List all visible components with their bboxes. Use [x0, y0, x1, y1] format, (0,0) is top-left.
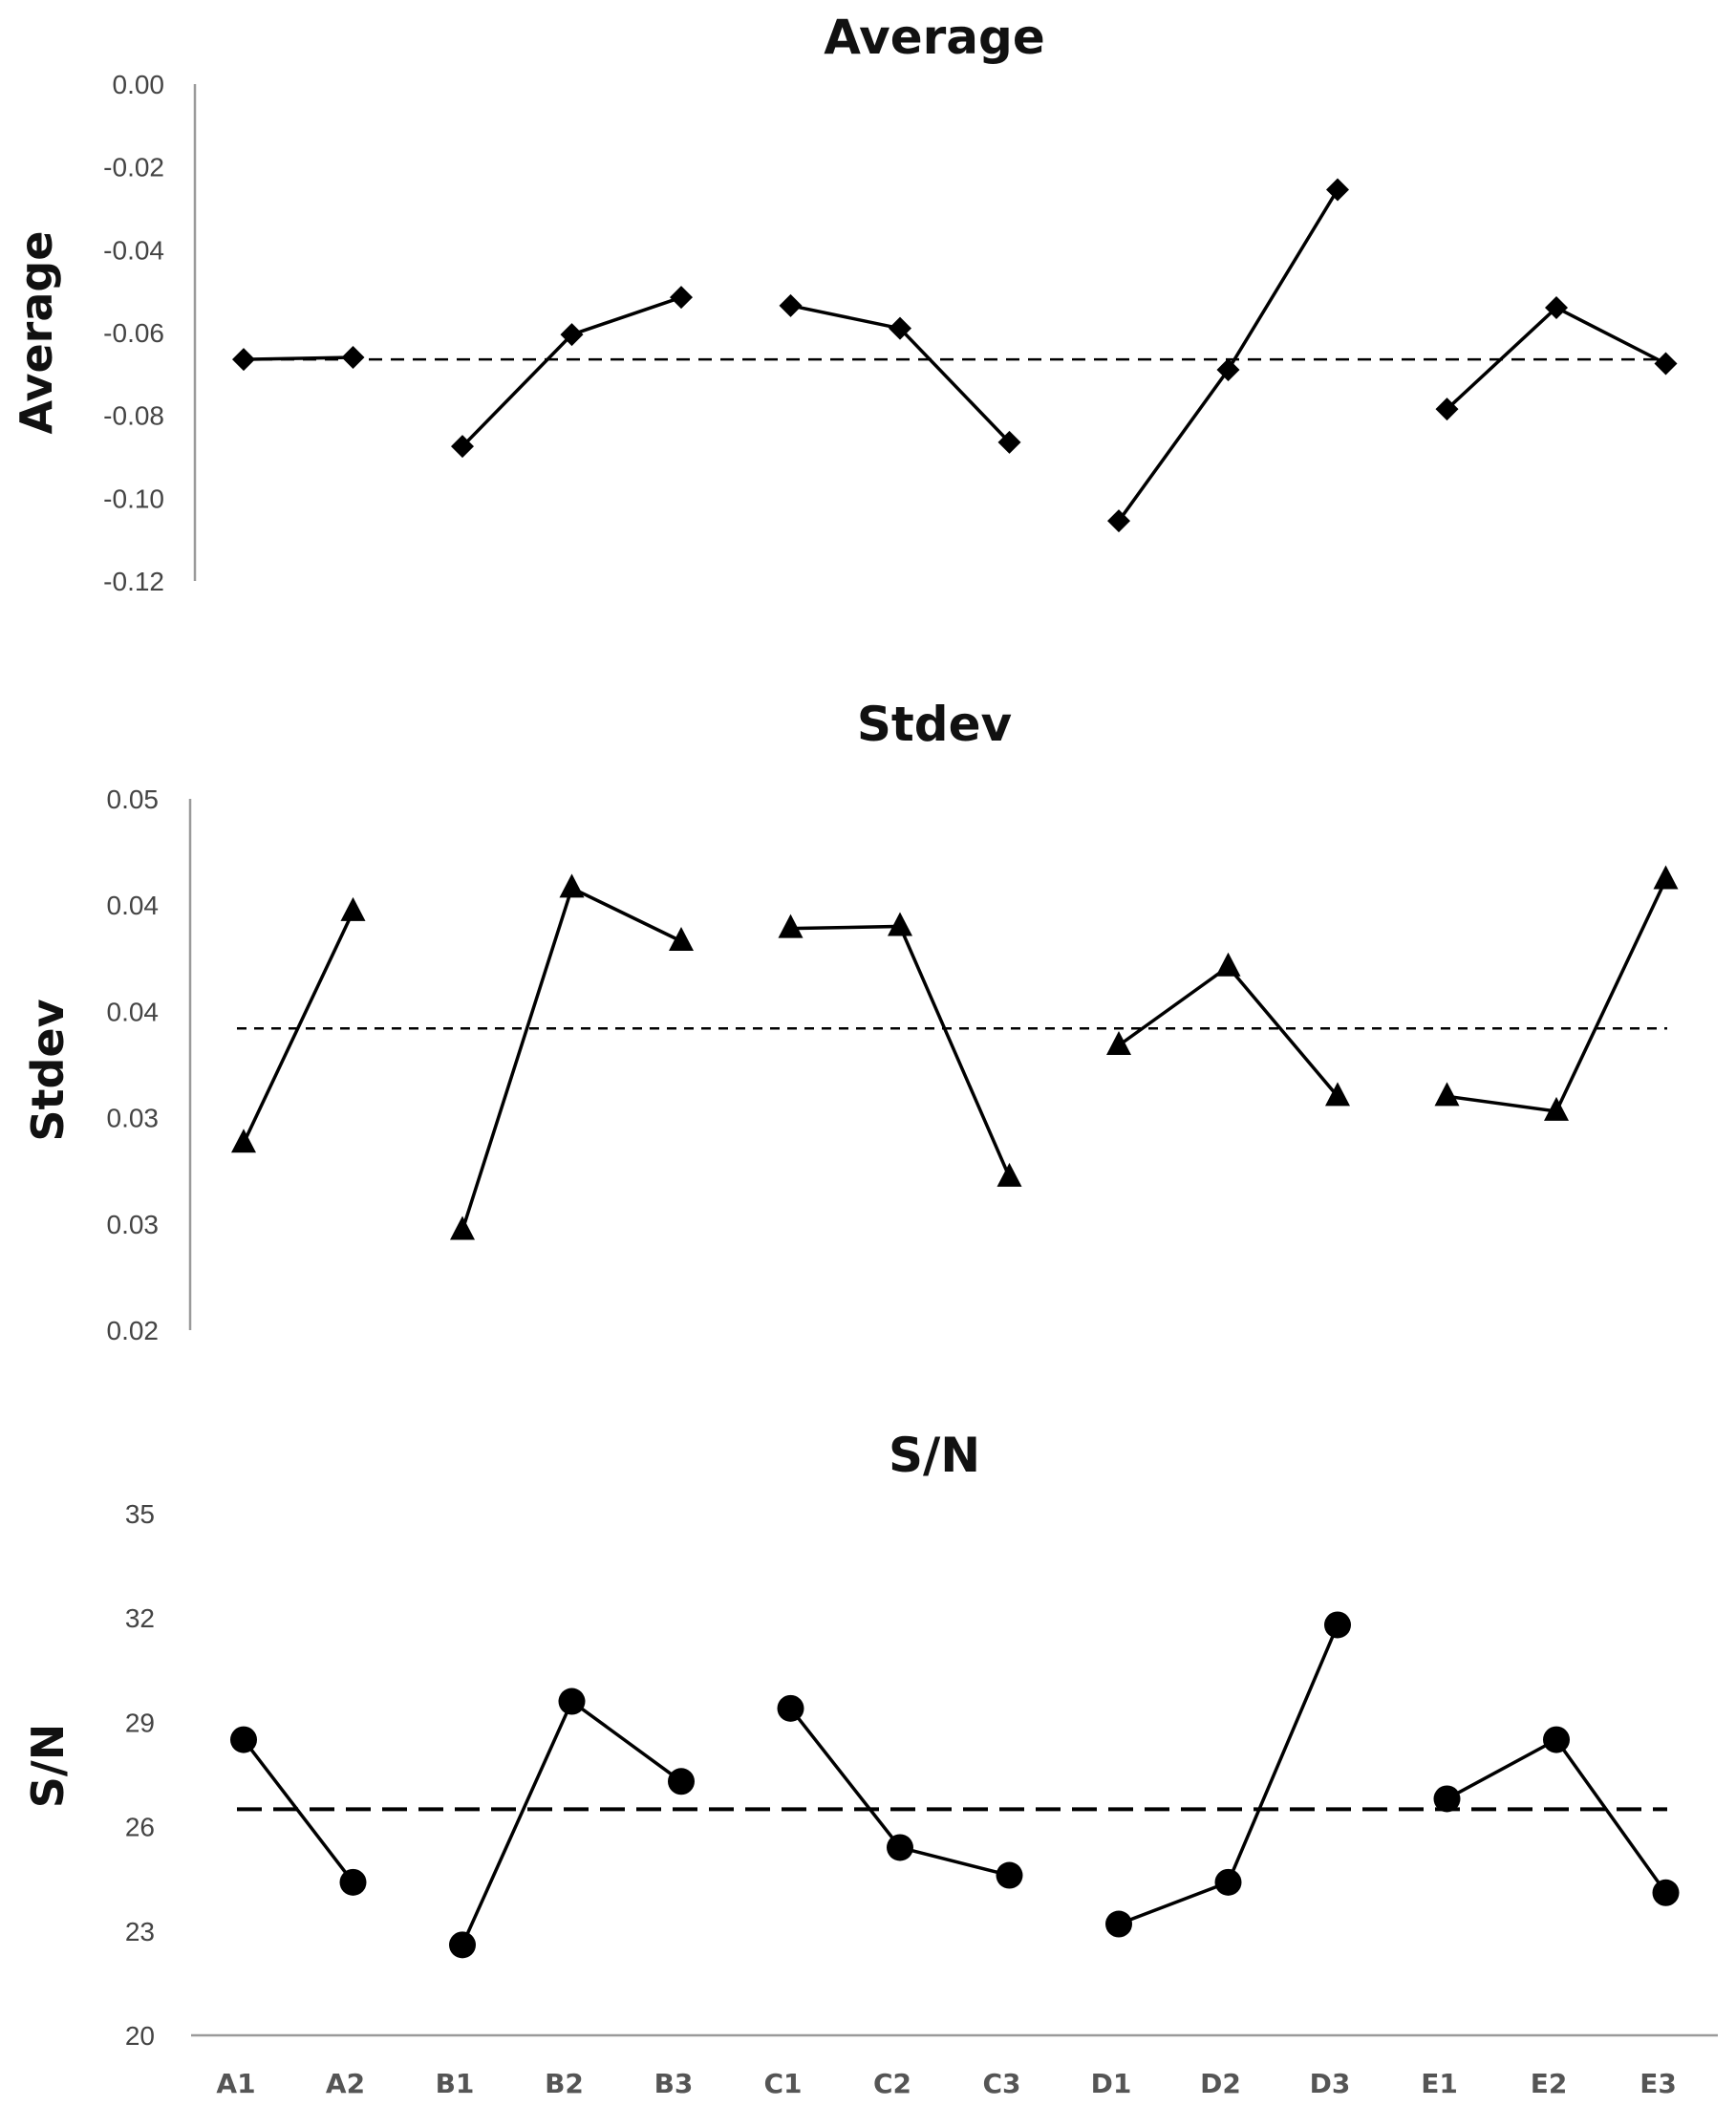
y-tick-label: -0.02	[103, 153, 164, 183]
x-tick-label: B1	[436, 2068, 475, 2099]
series-line-b	[461, 885, 682, 1232]
data-point-e2	[1545, 296, 1568, 319]
data-point-a2	[339, 1868, 367, 1896]
chart-panel-1: Average Average 0.00 -0.02 -0.04 -0.06 -0.08 -0…	[11, 10, 1678, 596]
series-line-b	[461, 295, 682, 448]
chart-title: S/N	[889, 1428, 980, 1483]
x-tick-label: A2	[326, 2068, 365, 2099]
x-tick-labels: A1 A2 B1 B2 B3 C1 C2 C3 D1 D2 D3 E1 E2 E3	[216, 2068, 1676, 2099]
data-point-d3	[1326, 178, 1349, 202]
data-point-a1	[232, 348, 255, 372]
y-tick-label: -0.08	[103, 401, 164, 431]
data-point-a1	[231, 1129, 256, 1153]
data-point-c3	[996, 1861, 1023, 1889]
data-point-c1	[777, 1694, 804, 1722]
x-tick-label: D2	[1200, 2068, 1241, 2099]
y-tick-label: 0.02	[107, 1316, 160, 1345]
x-tick-label: C3	[982, 2068, 1020, 2099]
chart-panel-3: S/N S/N 35 32 29 26 23 20	[22, 1428, 1718, 2051]
y-tick-label: 26	[125, 1813, 155, 1842]
x-tick-label: A1	[216, 2068, 255, 2099]
y-tick-label: 20	[125, 2021, 155, 2051]
data-point-d2	[1215, 952, 1241, 977]
y-axis-label: Average	[11, 231, 62, 435]
data-point-e3	[1652, 1879, 1680, 1906]
data-point-b2	[560, 323, 584, 347]
x-tick-label: B2	[545, 2068, 584, 2099]
data-point-e2	[1543, 1726, 1570, 1753]
chart-panel-2: Stdev Stdev 0.05 0.04 0.04 0.03 0.03 0.02	[22, 697, 1679, 1345]
x-tick-label: B3	[654, 2068, 694, 2099]
y-tick-label: 0.03	[107, 1210, 160, 1239]
y-axis-label: Stdev	[22, 999, 74, 1141]
y-tick-label: -0.12	[103, 567, 164, 596]
data-point-b3	[668, 1768, 695, 1795]
x-tick-label: D3	[1310, 2068, 1351, 2099]
data-point-c3	[997, 430, 1021, 454]
y-tick-label: 0.00	[113, 70, 165, 99]
series-line-a	[242, 1738, 354, 1883]
data-point-e1	[1434, 1082, 1460, 1107]
y-tick-label: 0.03	[107, 1104, 160, 1133]
y-tick-label: -0.04	[103, 235, 164, 265]
x-tick-label: E1	[1421, 2068, 1458, 2099]
series-line-d	[1117, 188, 1340, 523]
data-point-a2	[340, 896, 366, 921]
y-tick-label: 35	[125, 1499, 155, 1529]
data-point-b1	[449, 1931, 476, 1959]
y-tick-label: 23	[125, 1917, 155, 1946]
chart-title: Average	[824, 10, 1045, 65]
data-point-d2	[1216, 358, 1240, 381]
data-point-d2	[1214, 1868, 1242, 1896]
series-line-a	[243, 355, 354, 361]
data-point-b1	[450, 1215, 475, 1240]
series-line-d	[1117, 964, 1340, 1098]
series-line-e	[1447, 878, 1668, 1113]
x-tick-label: D1	[1091, 2068, 1132, 2099]
data-point-e3	[1653, 865, 1679, 890]
data-point-b2	[558, 1688, 586, 1715]
series-line-b	[461, 1698, 683, 1946]
data-point-b3	[669, 927, 694, 952]
data-point-e3	[1654, 352, 1678, 376]
data-point-a2	[341, 346, 365, 369]
y-tick-label: 29	[125, 1708, 155, 1737]
y-tick-label: 0.04	[107, 891, 160, 920]
series-line-e	[1446, 1737, 1667, 1894]
y-tick-label: 0.05	[107, 785, 160, 814]
data-point-d1	[1105, 1910, 1132, 1938]
data-point-e1	[1435, 398, 1459, 421]
data-point-e1	[1433, 1785, 1461, 1813]
data-point-a1	[230, 1726, 257, 1753]
data-point-d1	[1107, 509, 1130, 533]
data-point-d1	[1106, 1030, 1131, 1055]
data-point-c1	[779, 293, 803, 317]
chart-title: Stdev	[857, 697, 1012, 752]
y-tick-label: -0.06	[103, 318, 164, 348]
data-point-b1	[451, 435, 474, 459]
x-tick-label: C1	[763, 2068, 802, 2099]
data-point-d3	[1325, 1082, 1350, 1107]
data-point-c3	[997, 1162, 1022, 1187]
y-axis-label: S/N	[22, 1724, 74, 1808]
x-tick-label: C2	[873, 2068, 911, 2099]
data-point-d3	[1324, 1611, 1351, 1639]
data-point-c1	[778, 914, 804, 938]
data-point-c2	[887, 1834, 913, 1861]
data-point-e2	[1544, 1096, 1569, 1121]
series-line-a	[242, 911, 355, 1145]
data-point-b3	[670, 286, 693, 310]
data-point-b2	[559, 873, 585, 898]
y-tick-label: 32	[125, 1603, 155, 1633]
x-tick-label: E2	[1531, 2068, 1568, 2099]
y-tick-label: -0.10	[103, 484, 164, 513]
data-point-c2	[888, 912, 912, 936]
x-tick-label: E3	[1640, 2068, 1677, 2099]
series-line-c	[790, 924, 1012, 1178]
data-point-c2	[889, 316, 911, 340]
y-tick-label: 0.04	[107, 997, 160, 1026]
